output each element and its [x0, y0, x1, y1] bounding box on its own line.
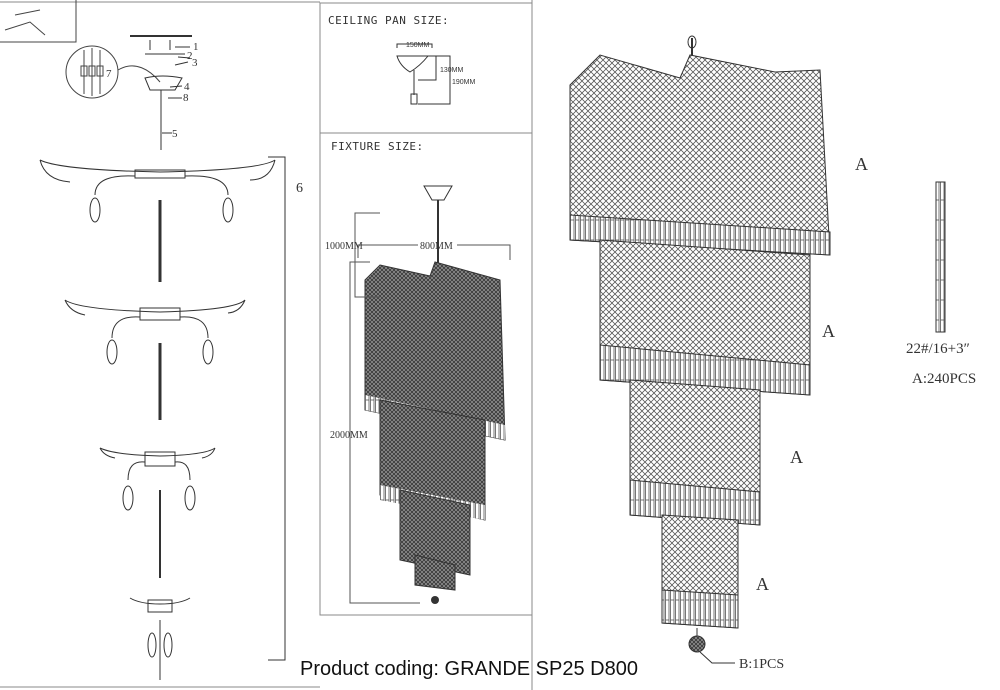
crystal-a-count: A:240PCS [912, 371, 976, 387]
product-coding: Product coding: GRANDE SP25 D800 [300, 658, 638, 680]
arm-groups [39, 156, 286, 680]
ceiling-pan-drawing [396, 43, 451, 105]
ceiling-pan-title: CEILING PAN SIZE: [328, 14, 450, 27]
fixture-top-height-label: 1000MM [325, 241, 363, 252]
pan-inner-height-label: 130MM [440, 67, 464, 74]
fixture-diameter-label: 800MM [420, 241, 453, 252]
fixture-size-title: FIXTURE SIZE: [331, 140, 424, 153]
fixture-size-drawing [349, 185, 511, 604]
part-label-1: 1 [193, 41, 199, 53]
part-label-3: 3 [192, 57, 198, 69]
tier-labels: A A A A [756, 154, 868, 594]
crystal-spec-label: 22#/16+3″ [906, 341, 970, 357]
part-label-2: 2 [187, 50, 193, 62]
part-label-4: 4 [184, 81, 190, 93]
pan-width-label: 150MM [406, 42, 430, 49]
part-label-5: 5 [172, 128, 178, 140]
tier-label-a-3: A [790, 447, 803, 467]
pan-outer-height-label: 190MM [452, 79, 476, 86]
crystal-b-count: B:1PCS [739, 657, 784, 672]
chandelier-illustration [569, 35, 946, 664]
part-label-7: 7 [106, 68, 112, 80]
tier-label-a-1: A [855, 154, 868, 174]
part-label-8: 8 [183, 92, 189, 104]
tier-label-a-2: A [822, 321, 835, 341]
canopy-assembly [130, 35, 192, 150]
panel-frames [0, 0, 533, 690]
fixture-total-height-label: 2000MM [330, 430, 368, 441]
wiring-inset [0, 0, 161, 99]
part-label-6: 6 [296, 181, 303, 196]
tier-label-a-4: A [756, 574, 769, 594]
part-numbers: 1 2 3 4 8 5 7 6 [106, 41, 303, 196]
